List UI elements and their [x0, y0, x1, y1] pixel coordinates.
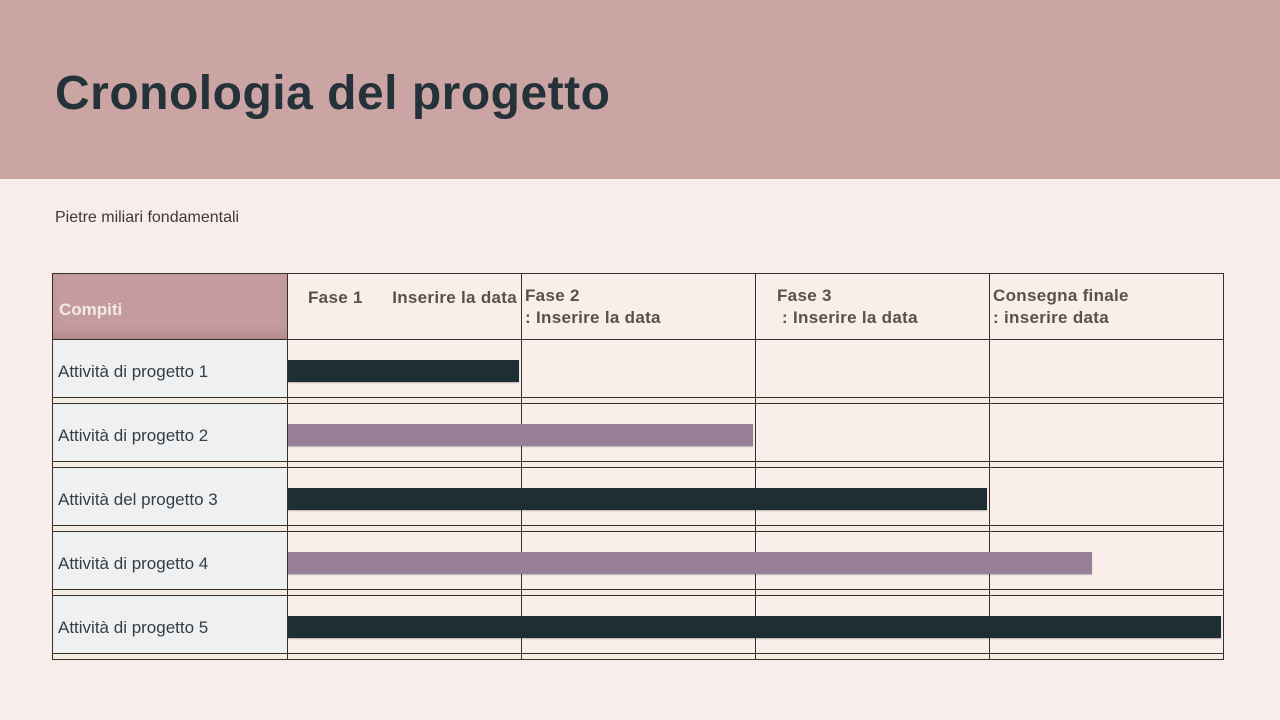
gantt-bar-1 — [288, 360, 519, 382]
phase-date-placeholder: : inserire data — [993, 308, 1109, 327]
gantt-cell — [755, 339, 990, 398]
header-phase-3: Fase 3 : Inserire la data — [755, 273, 990, 340]
gantt-cell — [989, 339, 1224, 398]
gantt-cell — [521, 339, 756, 398]
phase-header-text: Fase 3 : Inserire la data — [756, 274, 989, 329]
spacer-row — [52, 397, 1224, 404]
task-label: Attività di progetto 1 — [52, 339, 288, 398]
spacer-cell — [755, 653, 990, 660]
gantt-cell — [755, 403, 990, 462]
gantt-bar-5 — [288, 616, 1221, 638]
phase-header-text: Fase 2 : Inserire la data — [522, 274, 755, 329]
phase-date-placeholder: : Inserire la data — [525, 308, 661, 327]
task-label: Attività di progetto 4 — [52, 531, 288, 590]
header-compiti: Compiti — [52, 273, 288, 340]
task-row-1: Attività di progetto 1 — [52, 339, 1224, 398]
phase-name: Fase 3 — [777, 286, 832, 305]
gantt-body: Attività di progetto 1 Attività di proget… — [52, 339, 1224, 660]
spacer-cell — [287, 653, 522, 660]
spacer-cell — [521, 653, 756, 660]
gantt-bar-4 — [288, 552, 1093, 574]
subtitle: Pietre miliari fondamentali — [55, 209, 240, 226]
phase-name: Fase 1 — [308, 288, 363, 307]
header-phase-4: Consegna finale : inserire data — [989, 273, 1224, 340]
task-label: Attività di progetto 2 — [52, 403, 288, 462]
gantt-bar-3 — [288, 488, 987, 510]
header-phase-1: Fase 1 Inserire la data — [287, 273, 522, 340]
phase-name: Consegna finale — [993, 286, 1129, 305]
gantt-cell — [989, 403, 1224, 462]
task-row-3: Attività del progetto 3 — [52, 467, 1224, 526]
task-label: Attività del progetto 3 — [52, 467, 288, 526]
task-label: Attività di progetto 5 — [52, 595, 288, 654]
slide-title: Cronologia del progetto — [55, 67, 611, 120]
gantt-table: Compiti Fase 1 Inserire la data Fase 2 : Ins… — [52, 273, 1224, 660]
gantt-cell — [989, 467, 1224, 526]
phase-header-text: Consegna finale : inserire data — [990, 274, 1223, 329]
gantt-bar-2 — [288, 424, 753, 446]
phase-date-placeholder: Inserire la data — [392, 288, 517, 307]
spacer-row — [52, 653, 1224, 660]
gantt-cell — [755, 467, 990, 526]
title-banner: Cronologia del progetto — [0, 0, 1280, 179]
phase-header-text: Fase 1 Inserire la data — [288, 274, 521, 309]
spacer-cell — [989, 653, 1224, 660]
phase-date-placeholder: : Inserire la data — [777, 308, 918, 327]
phase-name: Fase 2 — [525, 286, 580, 305]
spacer-cell — [52, 653, 288, 660]
project-timeline: Compiti Fase 1 Inserire la data Fase 2 : Ins… — [52, 273, 1225, 660]
header-phase-2: Fase 2 : Inserire la data — [521, 273, 756, 340]
header-row: Compiti Fase 1 Inserire la data Fase 2 : Ins… — [52, 273, 1224, 340]
